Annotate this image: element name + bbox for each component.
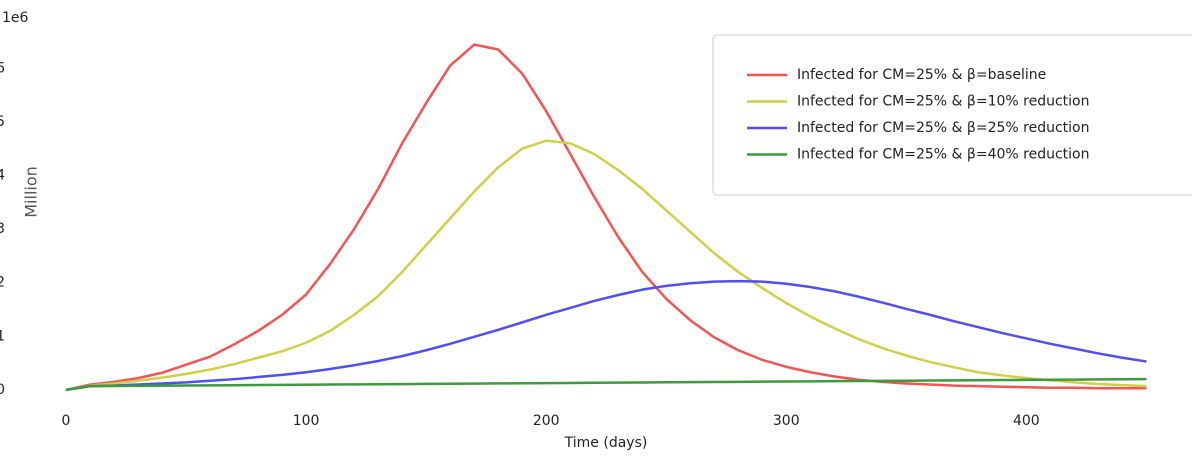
y-tick-label: 2 [0,275,5,291]
x-tick-label: 400 [1013,413,1040,429]
series-line [65,377,1147,392]
y-tick-label: 1 [0,328,5,344]
x-axis-label: Time (days) [564,435,648,451]
y-offset-label: 1e6 [2,10,29,26]
x-tick-label: 0 [62,413,71,429]
y-axis-label: Million [22,166,41,218]
series-line [65,43,1147,392]
legend-label: Infected for CM=25% & β=40% reduction [797,147,1089,163]
x-tick-label: 200 [533,413,560,429]
legend-label: Infected for CM=25% & β=baseline [797,67,1046,83]
legend-label: Infected for CM=25% & β=25% reduction [797,120,1089,136]
y-tick-label: 6 [0,60,5,76]
legend-box [712,34,1192,196]
y-tick-label: 4 [0,167,5,183]
y-tick-label: 3 [0,221,5,237]
y-tick-label: 5 [0,114,5,130]
x-tick-label: 300 [773,413,800,429]
legend-label: Infected for CM=25% & β=10% reduction [797,94,1089,110]
series-line [65,139,1147,392]
x-tick-label: 100 [293,413,320,429]
y-tick-label: 0 [0,382,5,398]
series-line [65,279,1147,392]
